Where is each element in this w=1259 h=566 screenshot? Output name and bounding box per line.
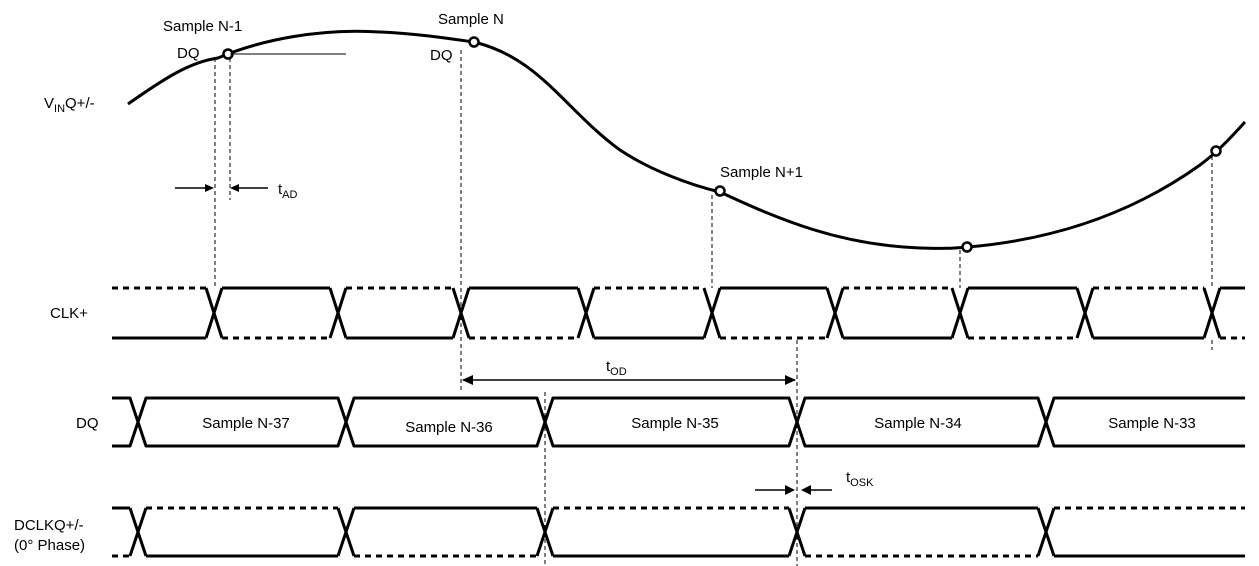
dclkq-waveform — [112, 506, 1245, 558]
label-sample-n-plus-1: Sample N+1 — [720, 164, 803, 181]
label-vinq: VINQ+/- — [44, 95, 95, 115]
vinq-waveform — [127, 29, 1247, 250]
dq-sample-label: Sample N-37 — [202, 415, 290, 432]
label-dq-2: DQ — [430, 47, 453, 64]
label-tosk: tOSK — [846, 469, 874, 489]
dq-sample-label: Sample N-36 — [405, 419, 493, 436]
dq-sample-label: Sample N-35 — [631, 415, 719, 432]
dq-sample-label: Sample N-34 — [874, 415, 962, 432]
label-sample-n: Sample N — [438, 11, 504, 28]
label-dclkq-phase: (0° Phase) — [14, 537, 85, 554]
label-tod: tOD — [606, 358, 627, 378]
label-dq-1: DQ — [177, 45, 200, 62]
label-dclkq: DCLKQ+/- — [14, 517, 84, 534]
label-clk: CLK+ — [50, 305, 88, 322]
sample-point-n-plus-1 — [714, 185, 726, 197]
dq-sample-label: Sample N-33 — [1108, 415, 1196, 432]
sample-point-n-plus-3 — [1210, 145, 1222, 157]
label-dq-signal: DQ — [76, 415, 99, 432]
label-sample-n-minus-1: Sample N-1 — [163, 18, 242, 35]
label-tad: tAD — [278, 181, 298, 201]
dq-waveform — [112, 396, 1245, 448]
clk-waveform — [112, 286, 1245, 340]
sample-point-n — [468, 36, 480, 48]
sample-point-n-plus-2 — [961, 241, 973, 253]
